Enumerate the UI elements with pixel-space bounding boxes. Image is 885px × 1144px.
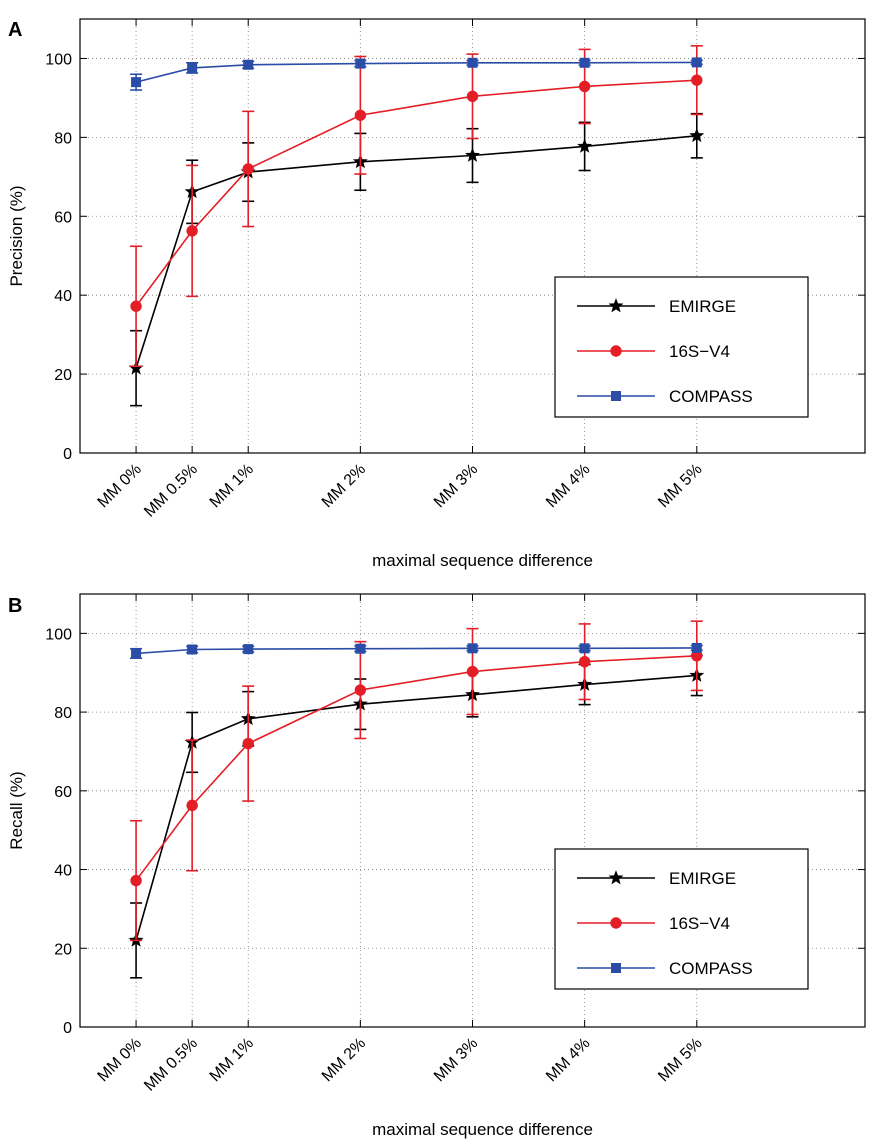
legend-item: 16S−V4 — [577, 342, 730, 361]
legend-label: EMIRGE — [669, 869, 736, 888]
x-tick-label: MM 3% — [431, 1035, 481, 1085]
data-point-star — [577, 138, 593, 153]
y-tick-label: 20 — [54, 367, 72, 384]
x-tick-label: MM 0% — [95, 1035, 145, 1085]
x-tick-label: MM 2% — [319, 1035, 369, 1085]
data-point-circle — [242, 737, 254, 750]
data-point-square — [131, 648, 142, 659]
legend: EMIRGE 16S−V4 COMPASS — [554, 276, 809, 418]
data-point-square — [579, 57, 590, 68]
data-point-square — [131, 77, 142, 88]
series-compass — [130, 57, 703, 91]
data-point-square — [691, 642, 702, 653]
legend-label: 16S−V4 — [669, 914, 730, 933]
data-point-circle — [610, 917, 622, 929]
legend-item: EMIRGE — [577, 869, 736, 888]
data-point-square — [355, 643, 366, 654]
data-point-circle — [466, 90, 479, 103]
data-point-square — [611, 391, 621, 401]
data-point-square — [467, 57, 478, 68]
y-axis-label: Recall (%) — [7, 771, 26, 849]
data-point-square — [187, 644, 198, 655]
data-point-circle — [186, 799, 198, 812]
y-tick-label: 80 — [54, 705, 72, 722]
x-tick-label: MM 5% — [655, 1035, 705, 1085]
x-axis-label: maximal sequence difference — [372, 1120, 593, 1139]
series-line — [135, 61, 697, 83]
legend-label: COMPASS — [669, 387, 753, 406]
x-tick-label: MM 5% — [655, 461, 705, 511]
y-tick-label: 0 — [63, 446, 72, 463]
legend-label: 16S−V4 — [669, 342, 730, 361]
panel-letter: A — [8, 19, 22, 41]
legend-box — [554, 276, 809, 418]
data-point-circle — [610, 345, 622, 357]
y-tick-label: 80 — [54, 130, 72, 147]
series-compass — [130, 642, 703, 659]
data-point-square — [611, 963, 621, 973]
x-tick-label: MM 1% — [207, 1035, 257, 1085]
legend-item: COMPASS — [577, 387, 753, 406]
data-point-square — [355, 58, 366, 69]
x-tick-label: MM 0.5% — [141, 461, 201, 521]
x-tick-label: MM 0% — [95, 461, 145, 511]
y-tick-label: 60 — [54, 209, 72, 226]
y-axis-label: Precision (%) — [7, 185, 26, 286]
y-tick-label: 40 — [54, 288, 72, 305]
data-point-star — [608, 870, 624, 885]
x-tick-label: MM 1% — [207, 461, 257, 511]
x-axis-label: maximal sequence difference — [372, 551, 593, 570]
series-16s-v4 — [130, 620, 703, 942]
y-tick-label: 60 — [54, 784, 72, 801]
panel-letter: B — [8, 595, 22, 617]
data-point-star — [689, 127, 705, 143]
legend-item: COMPASS — [577, 959, 753, 978]
data-point-circle — [691, 74, 703, 86]
data-point-circle — [466, 665, 479, 678]
x-tick-label: MM 4% — [543, 1035, 593, 1085]
data-point-circle — [578, 656, 591, 668]
data-point-circle — [130, 300, 142, 312]
x-tick-label: MM 4% — [543, 461, 593, 511]
data-point-square — [243, 59, 254, 70]
data-point-square — [579, 643, 590, 654]
x-tick-label: MM 3% — [431, 461, 481, 511]
series-16s-v4 — [130, 45, 703, 368]
y-tick-label: 100 — [45, 51, 72, 68]
data-point-square — [691, 57, 702, 68]
y-tick-label: 40 — [54, 863, 72, 880]
data-point-circle — [130, 874, 142, 887]
legend-item: 16S−V4 — [577, 914, 730, 933]
data-point-circle — [354, 684, 367, 696]
x-tick-label: MM 2% — [319, 461, 369, 511]
chart-panel-a: A 0 20 40 60 80 100 MM 0%MM 0.5% MM 1% MM 2% MM 3%… — [7, 18, 866, 570]
data-point-circle — [242, 163, 254, 175]
legend-item: EMIRGE — [577, 297, 736, 316]
series-line — [136, 647, 697, 655]
data-point-square — [187, 62, 198, 73]
y-tick-label: 0 — [63, 1020, 72, 1037]
y-tick-label: 100 — [45, 626, 72, 643]
data-point-star — [608, 298, 624, 313]
series-line — [135, 655, 697, 882]
legend-label: EMIRGE — [669, 297, 736, 316]
chart-panel-b: B 0 20 40 60 80 100 MM 0%MM 0.5% MM 1% MM 2% MM 3%… — [7, 593, 866, 1139]
data-point-square — [243, 644, 254, 655]
data-point-circle — [186, 225, 198, 237]
data-point-star — [465, 147, 480, 162]
legend-label: COMPASS — [669, 959, 753, 978]
data-point-circle — [354, 109, 367, 121]
legend: EMIRGE 16S−V4 COMPASS — [554, 848, 809, 990]
x-tick-label: MM 0.5% — [141, 1035, 201, 1095]
data-point-circle — [578, 80, 591, 93]
y-tick-label: 20 — [54, 941, 72, 958]
legend-box — [554, 848, 809, 990]
series-line — [135, 79, 697, 307]
data-point-square — [467, 643, 478, 654]
